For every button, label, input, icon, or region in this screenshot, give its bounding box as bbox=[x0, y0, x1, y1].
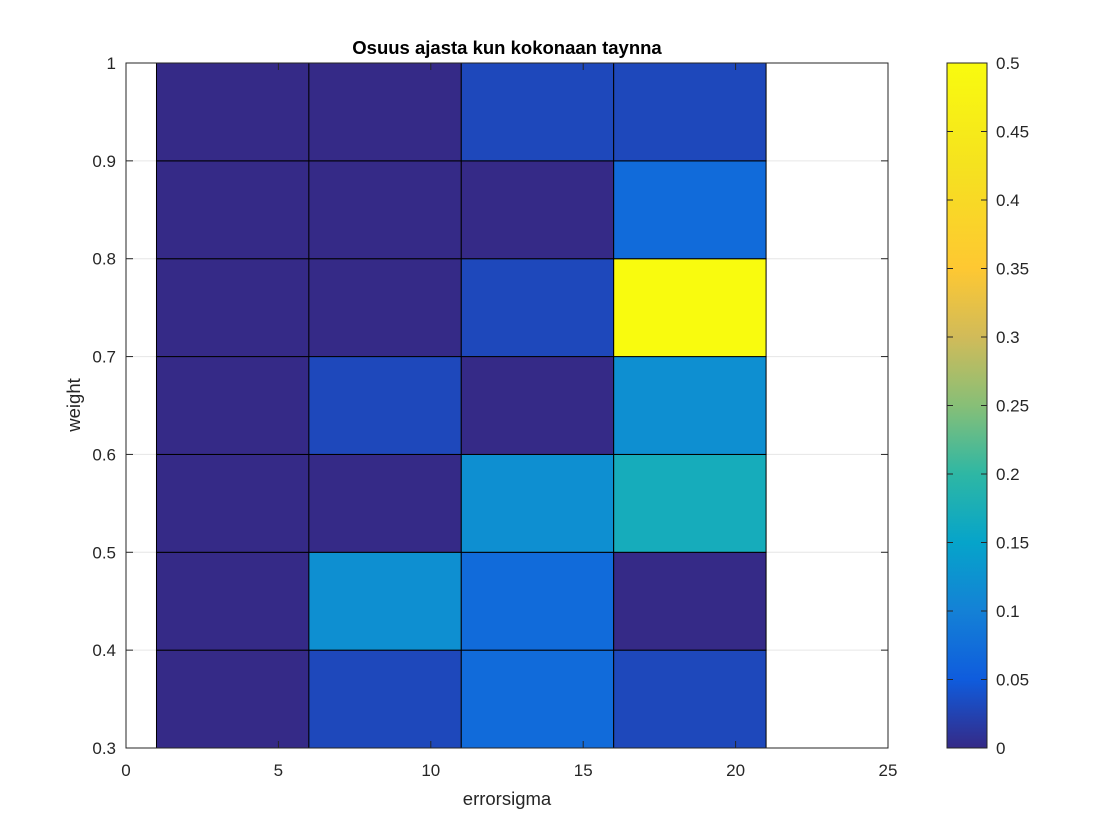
colorbar-tick-label: 0.3 bbox=[996, 328, 1020, 347]
colorbar-tick-label: 0.4 bbox=[996, 191, 1020, 210]
heatmap-cell bbox=[155, 551, 310, 651]
heatmap-cell bbox=[460, 649, 615, 749]
heatmap-cell bbox=[308, 62, 462, 162]
colorbar-ticks: 0 0.05 0.1 0.15 0.2 0.25 0.3 0.35 0.4 0.45 0.5 bbox=[947, 54, 1029, 758]
colorbar-tick-label: 0.35 bbox=[996, 260, 1029, 279]
heatmap-cell bbox=[460, 62, 615, 162]
x-axis-ticks: 0 5 10 15 20 25 bbox=[121, 63, 897, 780]
colorbar-tick-label: 0.1 bbox=[996, 602, 1020, 621]
y-axis-label: weight bbox=[63, 378, 84, 432]
x-tick-label: 25 bbox=[879, 761, 898, 780]
x-tick-label: 10 bbox=[421, 761, 440, 780]
y-tick-label: 0.9 bbox=[92, 152, 116, 171]
heatmap-cell bbox=[613, 160, 767, 260]
colorbar-tick-label: 0.2 bbox=[996, 465, 1020, 484]
x-axis-label: errorsigma bbox=[463, 788, 552, 809]
heatmap-cell bbox=[613, 453, 767, 553]
heatmap-cell bbox=[460, 258, 615, 358]
y-tick-label: 0.8 bbox=[92, 250, 116, 269]
heatmap-cell bbox=[155, 649, 310, 749]
heatmap-cell bbox=[460, 551, 615, 651]
heatmap-cell bbox=[308, 649, 462, 749]
plot-area-frame bbox=[125, 62, 889, 749]
colorbar-tick-label: 0.15 bbox=[996, 534, 1029, 553]
heatmap-cell bbox=[613, 551, 767, 651]
chart-title: Osuus ajasta kun kokonaan taynna bbox=[352, 37, 662, 58]
colorbar-tick-label: 0 bbox=[996, 739, 1005, 758]
heatmap-cell bbox=[155, 356, 310, 455]
y-tick-label: 0.6 bbox=[92, 445, 116, 464]
colorbar-tick-label: 0.45 bbox=[996, 123, 1029, 142]
heatmap-cell bbox=[155, 62, 310, 162]
heatmap-cell bbox=[613, 62, 767, 162]
x-tick-label: 0 bbox=[121, 761, 130, 780]
colorbar-tick-label: 0.05 bbox=[996, 671, 1029, 690]
y-tick-label: 0.5 bbox=[92, 543, 116, 562]
heatmap-cell bbox=[460, 356, 615, 455]
heatmap-cell bbox=[308, 453, 462, 553]
heatmap-cell bbox=[613, 258, 767, 358]
heatmap-cell bbox=[308, 160, 462, 260]
heatmap-cell bbox=[308, 258, 462, 358]
heatmap-cell bbox=[308, 356, 462, 455]
x-tick-label: 5 bbox=[274, 761, 283, 780]
heatmap-cell bbox=[613, 649, 767, 749]
colorbar bbox=[946, 62, 988, 749]
colorbar-tick-label: 0.25 bbox=[996, 397, 1029, 416]
heatmap-cell bbox=[613, 356, 767, 455]
y-tick-label: 0.7 bbox=[92, 348, 116, 367]
heatmap-cell bbox=[308, 551, 462, 651]
heatmap-cells bbox=[155, 62, 767, 749]
y-tick-label: 0.3 bbox=[92, 739, 116, 758]
y-tick-label: 1 bbox=[107, 54, 116, 73]
y-axis-ticks: 0.3 0.4 0.5 0.6 0.7 0.8 0.9 1 bbox=[92, 54, 888, 758]
y-tick-label: 0.4 bbox=[92, 641, 116, 660]
heatmap-cell bbox=[155, 160, 310, 260]
heatmap-cell bbox=[155, 258, 310, 358]
heatmap-cell bbox=[460, 453, 615, 553]
x-tick-label: 20 bbox=[726, 761, 745, 780]
heatmap-cell bbox=[155, 453, 310, 553]
colorbar-tick-label: 0.5 bbox=[996, 54, 1020, 73]
x-tick-label: 15 bbox=[574, 761, 593, 780]
heatmap-cell bbox=[460, 160, 615, 260]
